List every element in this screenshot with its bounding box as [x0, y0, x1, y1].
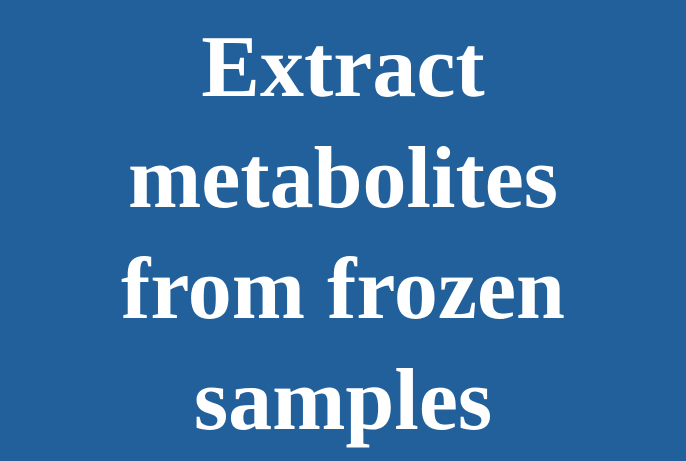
title-line-2: metabolites	[127, 130, 559, 227]
title-line-1: Extract	[201, 19, 485, 116]
slide-title: Extract metabolites from frozen samples	[0, 12, 686, 456]
title-line-4: samples	[193, 352, 493, 449]
title-line-3: from frozen	[121, 241, 565, 338]
